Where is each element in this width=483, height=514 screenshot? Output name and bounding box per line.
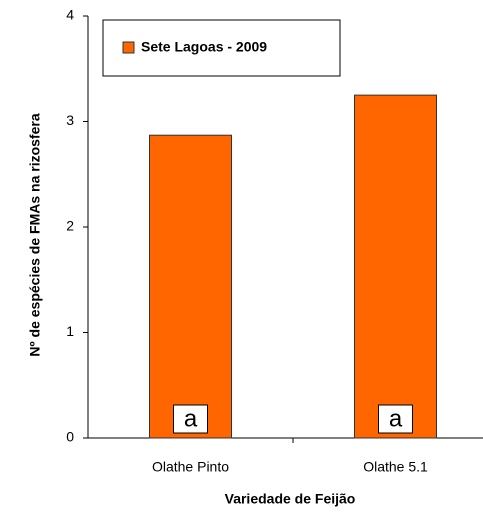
x-tick-label: Olathe 5.1 xyxy=(363,459,428,475)
y-tick-label: 3 xyxy=(66,112,74,128)
y-tick-label: 2 xyxy=(66,218,74,234)
y-tick-label: 4 xyxy=(66,7,74,23)
y-axis-title: Nº de espécies de FMAs na rizosfera xyxy=(27,113,43,356)
legend-label: Sete Lagoas - 2009 xyxy=(141,39,267,55)
bar xyxy=(149,134,232,439)
legend-box xyxy=(102,19,341,77)
bar-label-box xyxy=(173,404,208,434)
x-tick-label: Olathe Pinto xyxy=(152,459,229,475)
bar xyxy=(354,94,437,439)
bar-label-box xyxy=(378,404,413,434)
y-tick-label: 0 xyxy=(66,429,74,445)
y-tick-label: 1 xyxy=(66,323,74,339)
x-axis-title: Variedade de Feijão xyxy=(225,491,356,507)
bar-label: a xyxy=(389,405,403,432)
legend-swatch xyxy=(122,41,135,54)
bar-label: a xyxy=(184,405,198,432)
